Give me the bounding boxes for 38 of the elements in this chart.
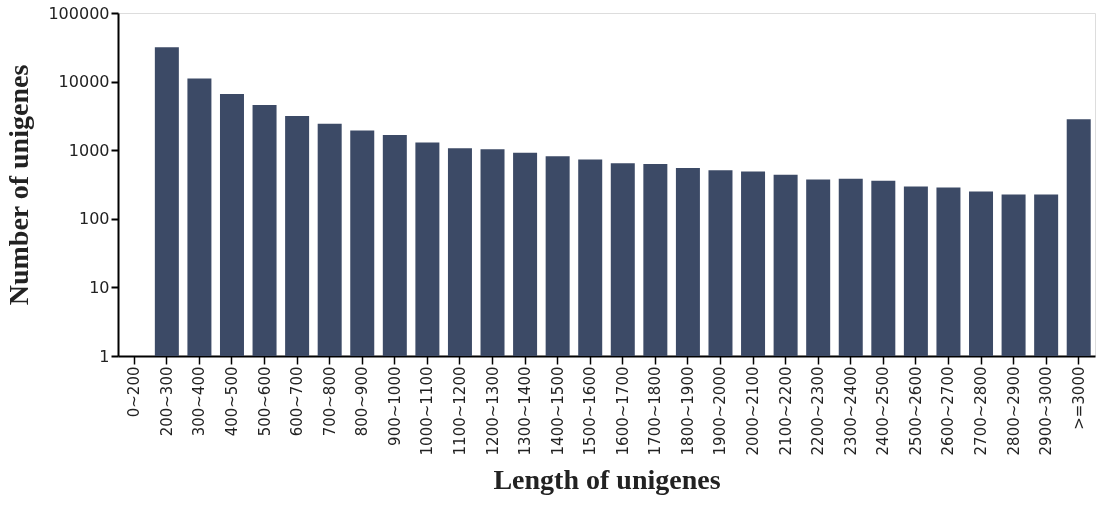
x-tick-label: 2600~2700 [939, 366, 958, 456]
x-tick-label: 900~1000 [385, 366, 404, 446]
x-tick-label: 1100~1200 [450, 366, 469, 456]
x-tick-label: 2000~2100 [744, 366, 763, 456]
x-tick-label: 2900~3000 [1037, 366, 1056, 456]
y-axis-title: Number of unigenes [3, 64, 35, 306]
y-tick-label: 100000 [48, 3, 110, 23]
x-tick-label: 2800~2900 [1004, 366, 1023, 456]
x-tick-label: 2200~2300 [809, 366, 828, 456]
y-tick-label: 10 [89, 277, 110, 297]
y-tick-label: 10000 [58, 72, 110, 92]
x-tick-label: 2300~2400 [841, 366, 860, 456]
x-tick-label: 1500~1600 [581, 366, 600, 456]
x-tick-label: 2100~2200 [776, 366, 795, 456]
x-tick-label: 1400~1500 [548, 366, 567, 456]
x-tick-label: 1800~1900 [678, 366, 697, 456]
y-tick-label: 1 [99, 346, 110, 366]
x-axis-title: Length of unigenes [493, 464, 721, 496]
y-tick-label: 1000 [68, 140, 110, 160]
x-tick-label: >=3000 [1069, 366, 1088, 430]
x-tick-label: 1300~1400 [516, 366, 535, 456]
x-tick-label: 200~300 [157, 366, 176, 437]
x-tick-label: 400~500 [222, 366, 241, 437]
x-tick-label: 1200~1300 [483, 366, 502, 456]
x-tick-label: 1900~2000 [711, 366, 730, 456]
x-tick-label: 1000~1100 [418, 366, 437, 456]
x-tick-label: 2700~2800 [972, 366, 991, 456]
x-tick-label: 0~200 [125, 366, 144, 418]
x-tick-label: 800~900 [353, 366, 372, 437]
x-tick-label: 500~600 [255, 366, 274, 437]
y-tick-label: 100 [78, 209, 110, 229]
x-tick-label: 2400~2500 [874, 366, 893, 456]
x-tick-label: 1700~1800 [646, 366, 665, 456]
x-tick-label: 600~700 [288, 366, 307, 437]
x-tick-label: 2500~2600 [906, 366, 925, 456]
x-tick-label: 1600~1700 [613, 366, 632, 456]
x-tick-label: 300~400 [190, 366, 209, 437]
x-tick-label: 700~800 [320, 366, 339, 437]
